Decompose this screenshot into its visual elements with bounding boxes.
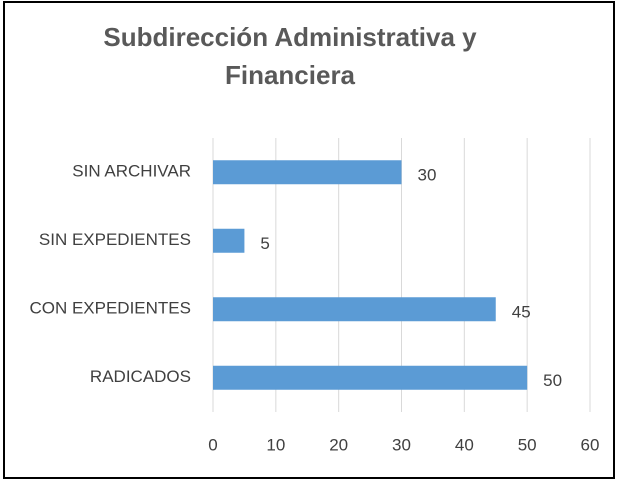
x-tick-label: 60 [581, 435, 600, 454]
y-tick-label: RADICADOS [90, 367, 191, 386]
x-tick-label: 50 [518, 435, 537, 454]
x-tick-label: 10 [266, 435, 285, 454]
value-label: 45 [512, 303, 531, 322]
x-tick-label: 20 [329, 435, 348, 454]
x-tick-label: 0 [208, 435, 217, 454]
y-tick-label: SIN EXPEDIENTES [39, 230, 191, 249]
x-tick-label: 30 [392, 435, 411, 454]
y-tick-label: SIN ARCHIVAR [72, 162, 191, 181]
bar [213, 160, 402, 185]
bar [213, 365, 528, 390]
bar [213, 297, 496, 322]
x-tick-label: 40 [455, 435, 474, 454]
chart-title: Subdirección Administrativa y Financiera [103, 22, 477, 90]
value-label: 5 [260, 234, 269, 253]
y-tick-label: CON EXPEDIENTES [29, 299, 191, 318]
bar [213, 228, 245, 253]
value-label: 50 [543, 371, 562, 390]
value-label: 30 [418, 166, 437, 185]
chart-border [3, 1, 615, 479]
